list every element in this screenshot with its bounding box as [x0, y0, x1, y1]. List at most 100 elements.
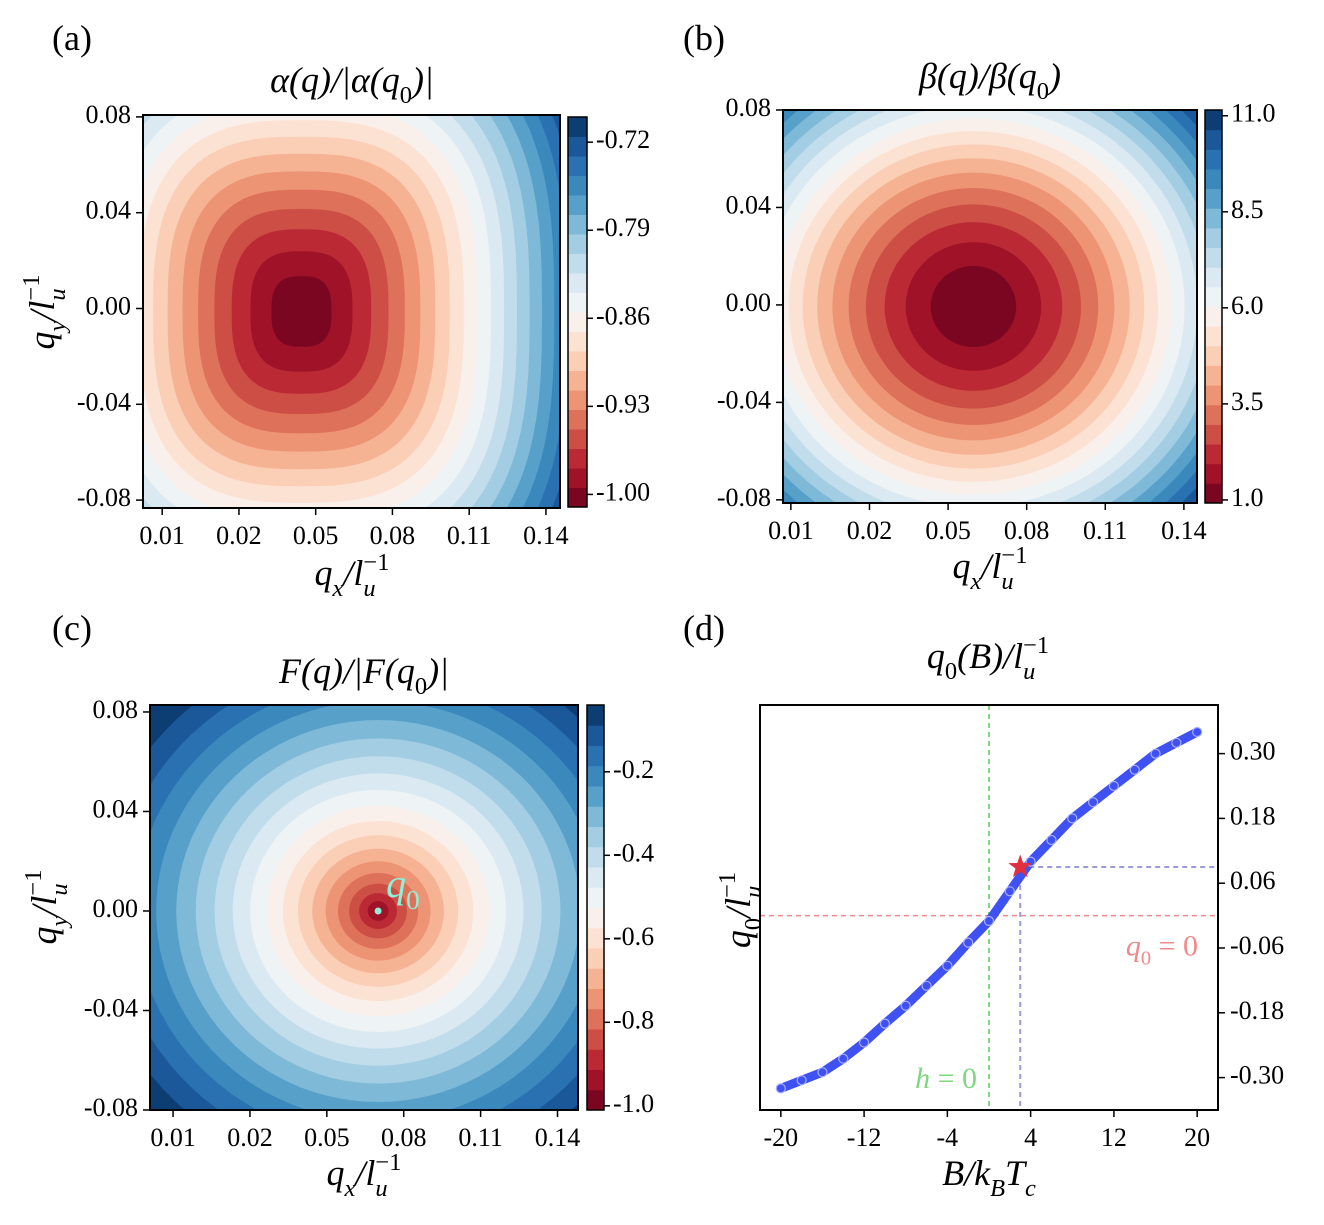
text-part: −1	[375, 1149, 401, 1176]
colorbar-band	[587, 846, 604, 868]
marker	[817, 1067, 828, 1078]
colorbar-band	[587, 988, 604, 1010]
colorbar-frame	[567, 116, 588, 508]
x-axis-label: qx/lu−1	[327, 1149, 402, 1202]
x-tick-label: 0.11	[1083, 516, 1128, 545]
text-part: = 0	[1151, 930, 1198, 963]
marker	[858, 1037, 870, 1048]
marker	[1025, 856, 1036, 867]
x-tick-label: 0.02	[216, 521, 262, 550]
text-part: q	[24, 926, 64, 944]
text-part: u	[1023, 658, 1035, 685]
text-part: T	[1005, 1153, 1028, 1193]
text-part: B/k	[942, 1153, 991, 1193]
text-part: −1	[1023, 632, 1049, 659]
colorbar-band	[587, 745, 604, 767]
text-part: /l	[718, 898, 758, 920]
marker	[921, 980, 932, 991]
text-part: F(q)/|F(q	[278, 651, 415, 691]
colorbar-band	[1205, 444, 1222, 465]
colorbar-band	[568, 429, 587, 449]
colorbar-band	[1205, 168, 1222, 190]
colorbar-band	[587, 1029, 604, 1050]
y-tick-label: 0.04	[86, 196, 132, 225]
x-axis-label: qx/lu−1	[315, 549, 390, 602]
x-tick-label: 0.01	[150, 1123, 196, 1152]
y-tick-label: 0.08	[93, 695, 139, 724]
plot-frame	[759, 704, 1219, 1111]
marker	[838, 1053, 849, 1064]
y-tick-label: 0.30	[1230, 737, 1276, 766]
colorbar-tick-label: -0.86	[596, 301, 650, 330]
colorbar-band	[587, 765, 604, 787]
colorbar-band	[587, 867, 604, 888]
colorbar-band	[568, 175, 587, 196]
text-part: −1	[714, 872, 741, 898]
panel-label: (b)	[683, 18, 725, 58]
colorbar-band	[568, 214, 587, 235]
colorbar-band	[587, 927, 604, 949]
colorbar-band	[568, 136, 587, 157]
text-part: α(q)/|α(q	[270, 60, 400, 100]
colorbar-tick-label: 11.0	[1231, 99, 1276, 128]
colorbar-band	[1205, 463, 1222, 484]
text-part: c	[1025, 1175, 1036, 1202]
text-part: u	[363, 575, 375, 602]
text-part: 0	[400, 82, 412, 109]
colorbar-band	[1205, 483, 1222, 504]
colorbar-tick-label: 1.0	[1231, 483, 1264, 512]
chart-title: β(q)/β(q0)	[918, 56, 1061, 105]
x-tick-label: 0.08	[370, 521, 416, 550]
x-tick-label: 0.05	[304, 1123, 350, 1152]
text-part: B	[990, 1175, 1005, 1202]
colorbar-band	[1205, 149, 1222, 170]
chart-title: F(q)/|F(q0)|	[278, 651, 449, 700]
text-part: −1	[18, 275, 45, 301]
colorbar-band	[587, 1069, 604, 1091]
colorbar-band	[587, 725, 604, 746]
y-tick-label: -0.04	[717, 385, 771, 414]
text-part: 0	[740, 918, 767, 930]
y-tick-label: 0.04	[726, 190, 772, 219]
y-tick-label: -0.04	[77, 387, 131, 416]
text-part: q	[718, 930, 758, 948]
marker	[775, 1083, 786, 1094]
x-tick-label: 0.11	[458, 1123, 503, 1152]
chart-title: q0(B)/lu−1	[927, 632, 1049, 685]
y-tick-label: 0.00	[93, 894, 139, 923]
marker	[1129, 764, 1140, 775]
colorbar-band	[587, 826, 604, 848]
panel-label: (d)	[683, 608, 725, 648]
x-tick-label: 0.01	[139, 521, 185, 550]
panel-label: (c)	[52, 608, 92, 648]
colorbar-band	[568, 331, 587, 352]
colorbar-band	[568, 253, 587, 274]
contour-field	[783, 110, 1197, 503]
y-tick-label: -0.18	[1230, 996, 1284, 1025]
y-tick-label: 0.08	[726, 93, 772, 122]
marker	[1004, 886, 1015, 897]
text-part: x	[332, 575, 344, 602]
text-part: u	[46, 883, 73, 895]
colorbar-tick-label: 6.0	[1231, 291, 1264, 320]
colorbar-tick-label: -0.72	[596, 125, 650, 154]
text-part: h	[915, 1062, 930, 1095]
text-part: 0	[945, 658, 957, 685]
colorbar-band	[587, 786, 604, 807]
colorbar-band	[1205, 188, 1222, 209]
y-tick-label: 0.06	[1230, 866, 1276, 895]
plot-frame	[149, 704, 579, 1111]
x-tick-label: 0.11	[447, 521, 492, 550]
text-part: u	[375, 1175, 387, 1202]
colorbar-tick-label: -0.4	[613, 838, 654, 867]
text-part: q	[327, 1153, 345, 1193]
marker	[879, 1018, 891, 1029]
curve	[776, 727, 1202, 1093]
y-tick-label: 0.18	[1230, 801, 1276, 830]
y-tick-label: -0.30	[1230, 1061, 1284, 1090]
text-part: q	[927, 636, 945, 676]
text-part: x	[970, 568, 982, 595]
colorbar-band	[568, 117, 587, 137]
colorbar-band	[1205, 306, 1222, 327]
